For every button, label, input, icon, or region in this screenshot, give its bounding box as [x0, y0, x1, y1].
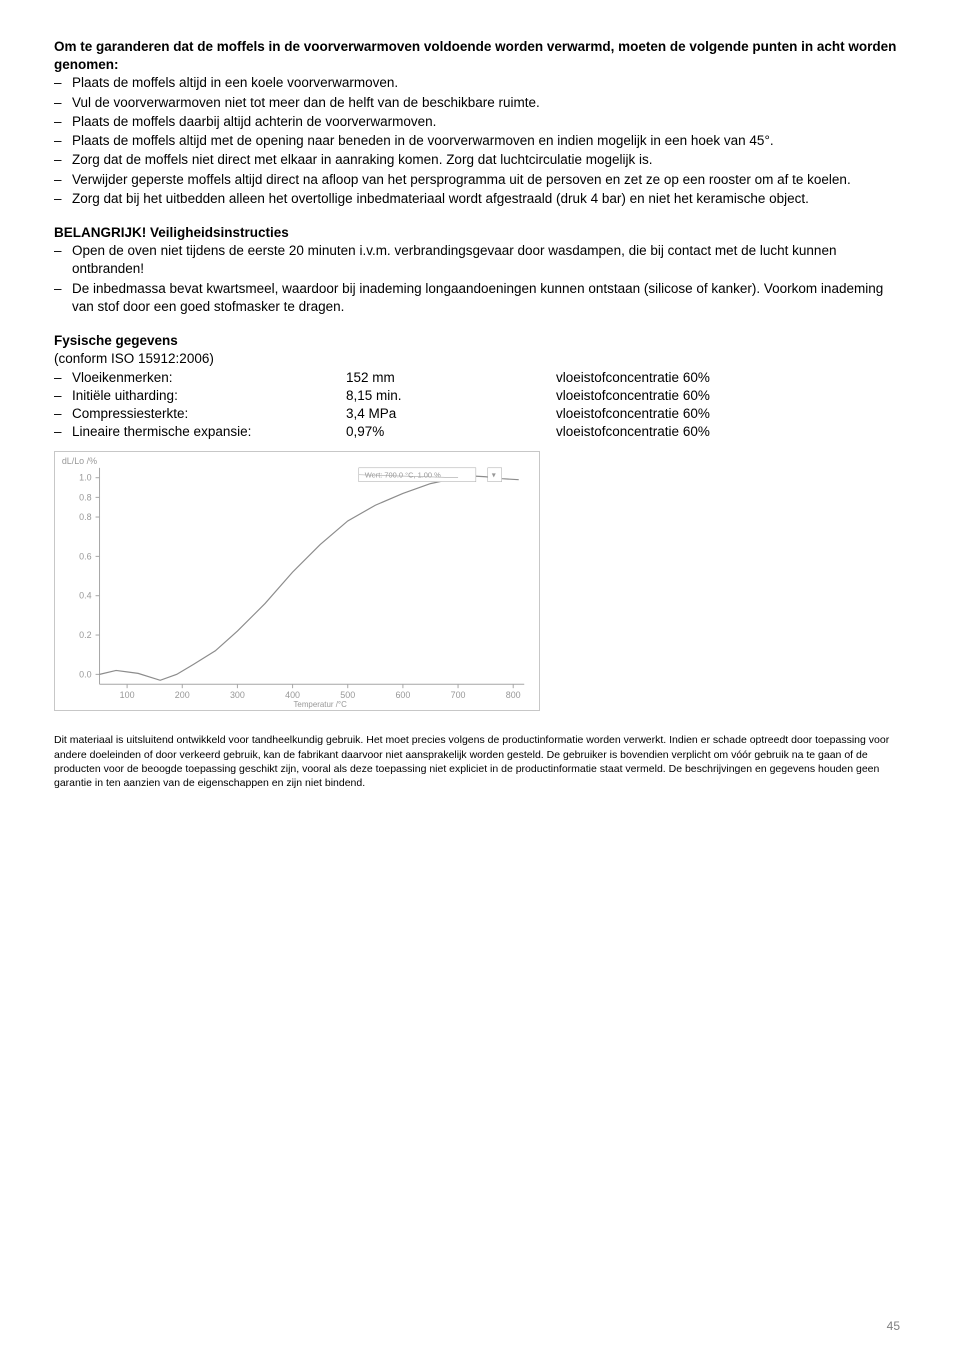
svg-text:0.2: 0.2 [79, 630, 91, 640]
spec-row: Vloeikenmerken: 152 mm vloeistofconcentr… [54, 369, 900, 387]
list-item: Zorg dat bij het uitbedden alleen het ov… [54, 190, 900, 208]
section-physical: Fysische gegevens (conform ISO 15912:200… [54, 332, 900, 441]
spec-note: vloeistofconcentratie 60% [556, 405, 900, 423]
list-item: Plaats de moffels daarbij altijd achteri… [54, 113, 900, 131]
spec-row: Compressiesterkte: 3,4 MPa vloeistofconc… [54, 405, 900, 423]
list-item: De inbedmassa bevat kwartsmeel, waardoor… [54, 280, 900, 316]
spec-value: 152 mm [346, 369, 556, 387]
svg-text:0.6: 0.6 [79, 552, 91, 562]
spec-note: vloeistofconcentratie 60% [556, 369, 900, 387]
spec-label: Initiële uitharding: [54, 387, 346, 405]
svg-text:400: 400 [285, 690, 300, 700]
list-item: Vul de voorverwarmoven niet tot meer dan… [54, 94, 900, 112]
list-item: Open de oven niet tijdens de eerste 20 m… [54, 242, 900, 278]
svg-text:200: 200 [175, 690, 190, 700]
spec-value: 0,97% [346, 423, 556, 441]
svg-text:500: 500 [340, 690, 355, 700]
section2-heading: BELANGRIJK! Veiligheidsinstructies [54, 224, 900, 242]
svg-text:dL/Lo /%: dL/Lo /% [62, 456, 97, 466]
svg-text:0.8: 0.8 [79, 493, 91, 503]
section-safety: BELANGRIJK! Veiligheidsinstructies Open … [54, 224, 900, 316]
list-item: Verwijder geperste moffels altijd direct… [54, 171, 900, 189]
spec-row: Lineaire thermische expansie: 0,97% vloe… [54, 423, 900, 441]
svg-text:Temperatur /°C: Temperatur /°C [293, 700, 347, 709]
spec-label: Lineaire thermische expansie: [54, 423, 346, 441]
expansion-chart: dL/Lo /% 0.0 0.2 0.4 0.6 0.8 0.8 1.0 100 200 300 40… [54, 451, 540, 711]
spec-table: Vloeikenmerken: 152 mm vloeistofconcentr… [54, 369, 900, 442]
spec-note: vloeistofconcentratie 60% [556, 423, 900, 441]
svg-text:1.0: 1.0 [79, 473, 91, 483]
disclaimer-footnote: Dit materiaal is uitsluitend ontwikkeld … [54, 733, 900, 790]
chart-svg: dL/Lo /% 0.0 0.2 0.4 0.6 0.8 0.8 1.0 100 200 300 40… [55, 452, 539, 710]
page-number: 45 [887, 1318, 900, 1334]
svg-text:100: 100 [120, 690, 135, 700]
list-item: Plaats de moffels altijd in een koele vo… [54, 74, 900, 92]
section1-heading: Om te garanderen dat de moffels in de vo… [54, 38, 900, 74]
spec-note: vloeistofconcentratie 60% [556, 387, 900, 405]
svg-text:600: 600 [395, 690, 410, 700]
svg-text:0.4: 0.4 [79, 591, 91, 601]
svg-text:300: 300 [230, 690, 245, 700]
spec-value: 3,4 MPa [346, 405, 556, 423]
svg-text:▾: ▾ [492, 471, 496, 480]
section-preparation: Om te garanderen dat de moffels in de vo… [54, 38, 900, 208]
spec-label: Compressiesterkte: [54, 405, 346, 423]
spec-label: Vloeikenmerken: [54, 369, 346, 387]
svg-text:0.8: 0.8 [79, 512, 91, 522]
spec-value: 8,15 min. [346, 387, 556, 405]
spec-row: Initiële uitharding: 8,15 min. vloeistof… [54, 387, 900, 405]
svg-text:0.0: 0.0 [79, 670, 91, 680]
list-item: Plaats de moffels altijd met de opening … [54, 132, 900, 150]
section2-list: Open de oven niet tijdens de eerste 20 m… [54, 242, 900, 316]
section3-heading: Fysische gegevens [54, 332, 900, 350]
list-item: Zorg dat de moffels niet direct met elka… [54, 151, 900, 169]
svg-text:800: 800 [506, 690, 521, 700]
section1-list: Plaats de moffels altijd in een koele vo… [54, 74, 900, 208]
section3-subtitle: (conform ISO 15912:2006) [54, 350, 900, 368]
svg-text:700: 700 [451, 690, 466, 700]
